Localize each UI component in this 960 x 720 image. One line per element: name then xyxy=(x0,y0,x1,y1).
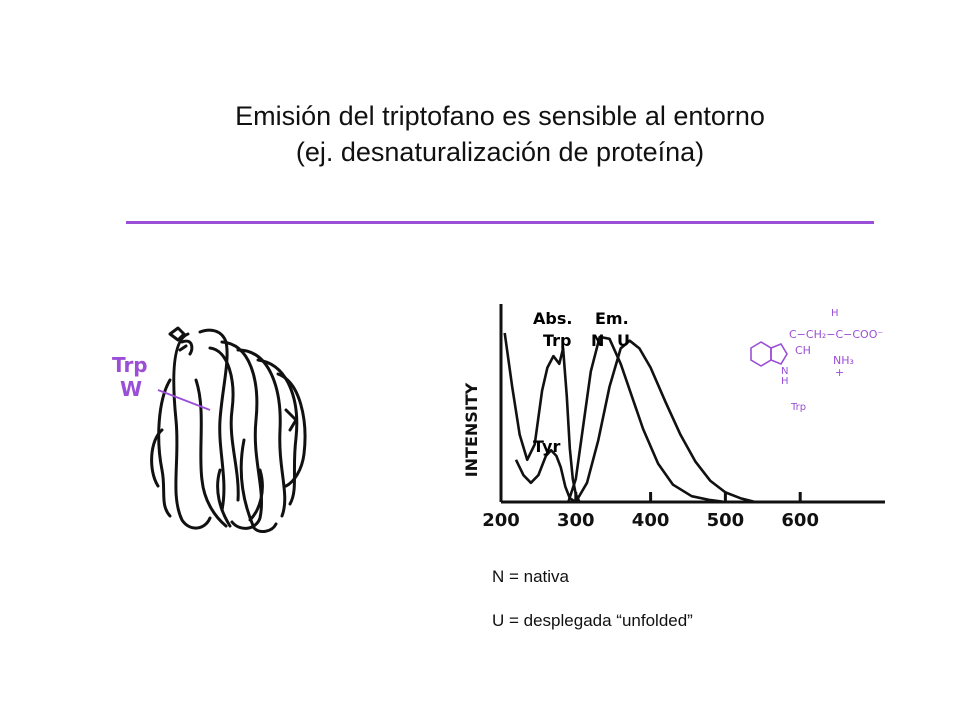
molecule-chain: C−CH₂−C−COO⁻ xyxy=(789,328,883,341)
series-line-2 xyxy=(567,335,726,504)
x-tick-label: 600 xyxy=(781,510,819,531)
annotation-n: N xyxy=(591,331,604,350)
chart-ticks: 200 300 400 500 600 xyxy=(482,492,819,531)
w-label: W xyxy=(120,377,142,401)
chart-axes xyxy=(499,304,885,504)
series-line-0 xyxy=(503,332,581,503)
title-line-1: Emisión del triptofano es sensible al en… xyxy=(235,101,765,131)
chart-series xyxy=(503,332,756,504)
title-divider xyxy=(126,221,874,224)
molecule-plus: + xyxy=(835,366,844,379)
legend-unfolded: U = desplegada “unfolded” xyxy=(492,611,693,630)
annotation-tyr: Tyr xyxy=(533,437,560,456)
annotation-u: U xyxy=(617,331,630,350)
molecule-ch: CH xyxy=(795,344,811,357)
tryptophan-molecule xyxy=(750,341,788,367)
x-tick-label: 400 xyxy=(632,510,670,531)
spectrum-chart: 200 300 400 500 600 INTENSITY Abs. Trp Em. N… xyxy=(462,304,885,531)
molecule-nh3: NH₃ xyxy=(833,354,854,367)
molecule-h: H xyxy=(781,376,789,387)
series-line-1 xyxy=(514,448,577,504)
x-tick-label: 300 xyxy=(557,510,595,531)
trp-label: Trp xyxy=(112,353,148,377)
annotation-trp: Trp xyxy=(543,331,572,350)
molecule-name: Trp xyxy=(790,402,806,413)
y-axis-label: INTENSITY xyxy=(462,382,481,477)
protein-structure-figure: Trp W xyxy=(112,326,307,533)
title-line-2: (ej. desnaturalización de proteína) xyxy=(295,137,705,167)
series-line-3 xyxy=(574,339,756,504)
molecule-h-top: H xyxy=(831,308,839,319)
molecule-n: N xyxy=(781,366,788,377)
slide-title: Emisión del triptofano es sensible al en… xyxy=(0,98,960,170)
x-tick-label: 500 xyxy=(707,510,745,531)
annotation-abs: Abs. xyxy=(533,309,572,328)
annotation-em: Em. xyxy=(595,309,629,328)
x-tick-label: 200 xyxy=(482,510,520,531)
legend-native: N = nativa xyxy=(492,567,570,586)
